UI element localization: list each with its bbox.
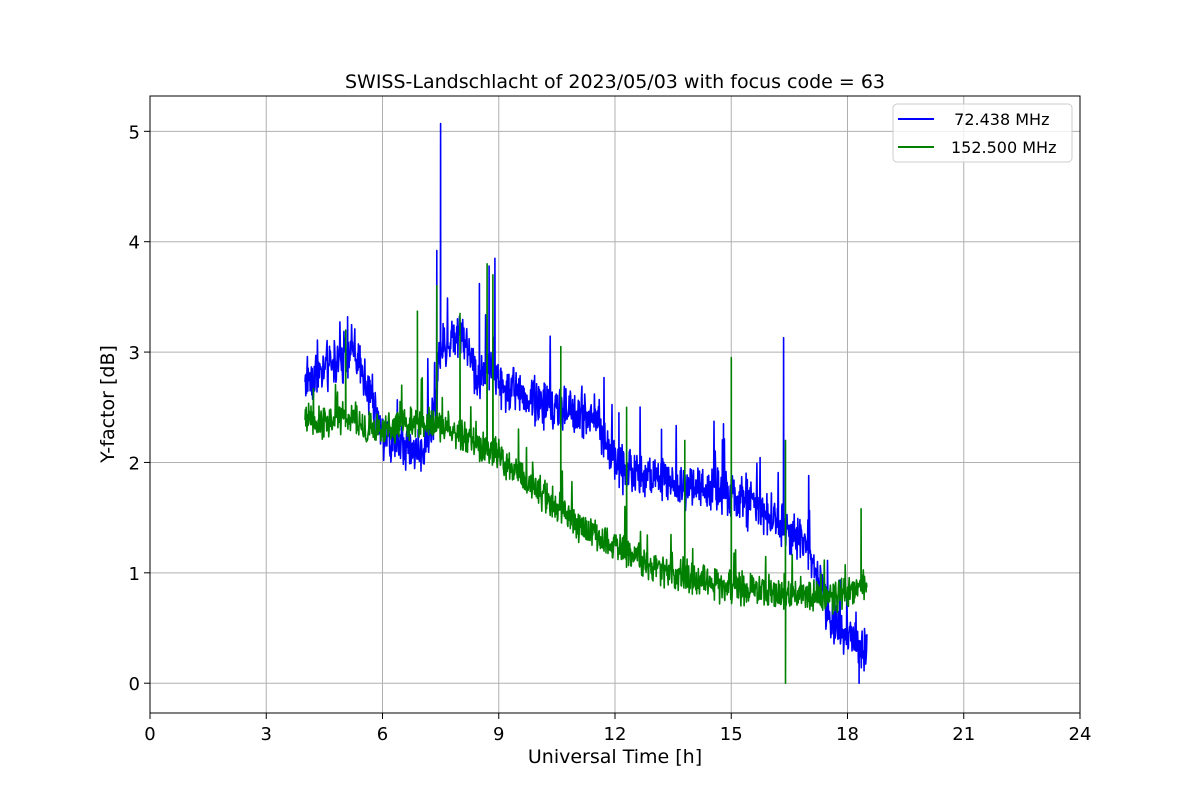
x-tick-label: 21 xyxy=(952,724,975,745)
y-tick-label: 3 xyxy=(129,343,140,364)
x-axis: 0 3 6 9 12 15 18 21 24 xyxy=(144,713,1091,745)
legend: 72.438 MHz 152.500 MHz xyxy=(892,103,1073,163)
y-axis: 0 1 2 3 4 5 xyxy=(129,122,150,695)
legend-box xyxy=(892,103,1073,163)
legend-label-72mhz: 72.438 MHz xyxy=(944,110,1049,129)
x-axis-label: Universal Time [h] xyxy=(528,746,702,768)
x-tick-label: 3 xyxy=(261,724,272,745)
series-line-1 xyxy=(304,263,868,684)
y-tick-label: 4 xyxy=(129,233,140,254)
x-tick-label: 0 xyxy=(144,724,155,745)
y-tick-label: 5 xyxy=(129,122,140,143)
y-tick-label: 2 xyxy=(129,453,140,474)
y-axis-label: Y-factor [dB] xyxy=(97,345,119,464)
y-tick-label: 1 xyxy=(129,564,140,585)
x-tick-label: 12 xyxy=(604,724,627,745)
series-layer xyxy=(304,122,868,684)
x-tick-label: 24 xyxy=(1069,724,1092,745)
legend-label-152mhz: 152.500 MHz xyxy=(951,138,1056,157)
x-tick-label: 6 xyxy=(377,724,388,745)
x-tick-label: 18 xyxy=(836,724,859,745)
x-tick-label: 9 xyxy=(493,724,504,745)
chart-title: SWISS-Landschlacht of 2023/05/03 with fo… xyxy=(345,71,885,93)
series-line-0 xyxy=(304,122,868,684)
x-tick-label: 15 xyxy=(720,724,743,745)
y-tick-label: 0 xyxy=(129,674,140,695)
